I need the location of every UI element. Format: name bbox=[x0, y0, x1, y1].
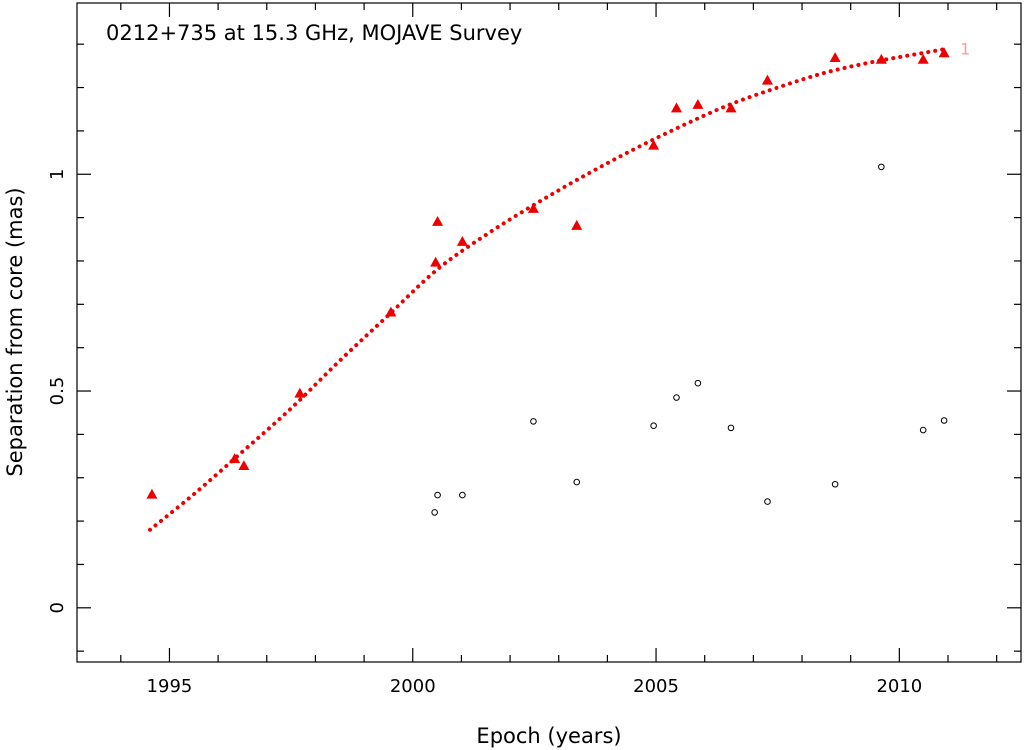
triangle-marker bbox=[670, 102, 682, 113]
triangle-marker bbox=[385, 306, 397, 317]
triangle-marker bbox=[938, 47, 950, 58]
triangle-marker bbox=[238, 460, 250, 471]
circle-marker bbox=[530, 418, 537, 425]
circle-marker bbox=[831, 480, 839, 488]
triangle-marker bbox=[229, 453, 241, 464]
fit-curve bbox=[147, 46, 951, 532]
triangle-marker bbox=[761, 74, 773, 85]
triangle-marker bbox=[430, 256, 442, 267]
axis-ticks bbox=[77, 3, 1021, 662]
y-axis-label: Separation from core (mas) bbox=[3, 187, 27, 476]
circle-marker bbox=[650, 422, 657, 430]
circle-marker bbox=[940, 417, 948, 424]
triangle-marker bbox=[875, 53, 887, 64]
triangle-marker bbox=[432, 216, 444, 226]
triangle-marker bbox=[725, 102, 737, 113]
x-tick-label: 1995 bbox=[147, 676, 193, 697]
y-tick-label: 1 bbox=[47, 169, 68, 180]
triangle-marker bbox=[917, 53, 929, 64]
circle-marker bbox=[459, 491, 466, 499]
circle-marker bbox=[573, 478, 581, 486]
circle-marker bbox=[694, 379, 702, 387]
x-tick-label: 2000 bbox=[390, 676, 436, 697]
circle-marker bbox=[727, 424, 735, 432]
circle-marker bbox=[673, 394, 680, 401]
triangle-marker bbox=[692, 98, 704, 109]
circle-marker bbox=[919, 426, 927, 434]
triangle-marker bbox=[527, 203, 539, 213]
x-tick-label: 2010 bbox=[876, 676, 922, 697]
axis-tick-labels: 1995 2000 2005 2010 0 0.5 1 bbox=[47, 169, 922, 697]
circle-marker bbox=[764, 498, 771, 505]
y-tick-label: 0.5 bbox=[47, 377, 68, 406]
triangle-marker bbox=[571, 219, 583, 230]
y-tick-label: 0 bbox=[47, 602, 68, 613]
circle-marker bbox=[431, 509, 438, 516]
plot-frame bbox=[76, 2, 1022, 663]
triangle-marker bbox=[146, 488, 158, 499]
triangle-marker bbox=[294, 387, 306, 398]
circle-marker bbox=[434, 491, 441, 499]
data-markers bbox=[146, 47, 950, 516]
chart-title: 0212+735 at 15.3 GHz, MOJAVE Survey bbox=[106, 21, 522, 45]
component-label: 1 bbox=[960, 40, 970, 59]
annotations: 1 bbox=[960, 40, 970, 59]
triangle-marker bbox=[648, 139, 660, 150]
circle-marker bbox=[878, 163, 885, 171]
triangle-marker bbox=[829, 52, 841, 63]
triangle-marker bbox=[456, 235, 468, 246]
x-axis-label: Epoch (years) bbox=[476, 724, 621, 748]
x-tick-label: 2005 bbox=[633, 676, 679, 697]
